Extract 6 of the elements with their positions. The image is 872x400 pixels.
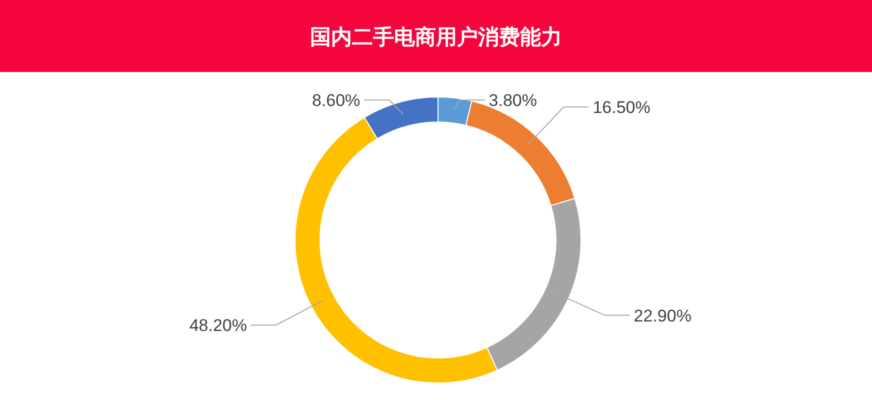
data-label: 16.50% [592, 98, 650, 117]
chart-title: 国内二手电商用户消费能力 [310, 25, 562, 49]
data-label: 8.60% [312, 91, 360, 110]
data-label: 48.20% [189, 316, 248, 336]
data-label: 22.90% [634, 306, 692, 326]
data-label: 3.80% [488, 91, 537, 110]
